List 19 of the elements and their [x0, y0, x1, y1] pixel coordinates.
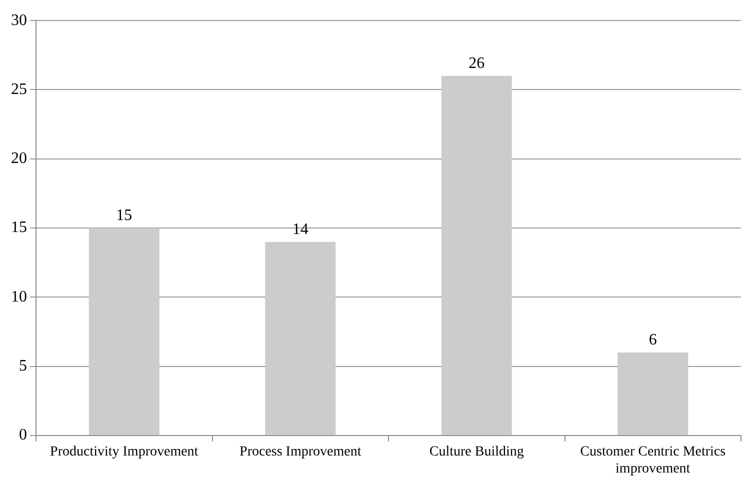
y-tick-label: 20	[11, 150, 27, 168]
y-tick-label: 10	[11, 288, 27, 306]
bar	[618, 352, 688, 435]
data-label: 26	[468, 55, 485, 72]
bar	[441, 76, 512, 435]
y-tick-label: 30	[11, 12, 27, 29]
x-tick-label: Culture Building	[429, 444, 524, 460]
y-tick-label: 15	[11, 219, 27, 236]
x-tick-label: Process Improvement	[240, 444, 362, 460]
x-tick-label: Customer Centric Metrics improvement	[580, 444, 726, 476]
bar	[88, 228, 160, 435]
y-tick-label: 0	[19, 426, 27, 444]
y-tick-label: 25	[11, 80, 27, 98]
data-label: 15	[116, 207, 132, 224]
y-tick-label: 5	[19, 357, 27, 374]
bar	[265, 242, 336, 435]
data-label: 14	[292, 221, 308, 238]
data-label: 6	[648, 332, 657, 349]
x-tick-label: Productivity Improvement	[50, 444, 198, 460]
